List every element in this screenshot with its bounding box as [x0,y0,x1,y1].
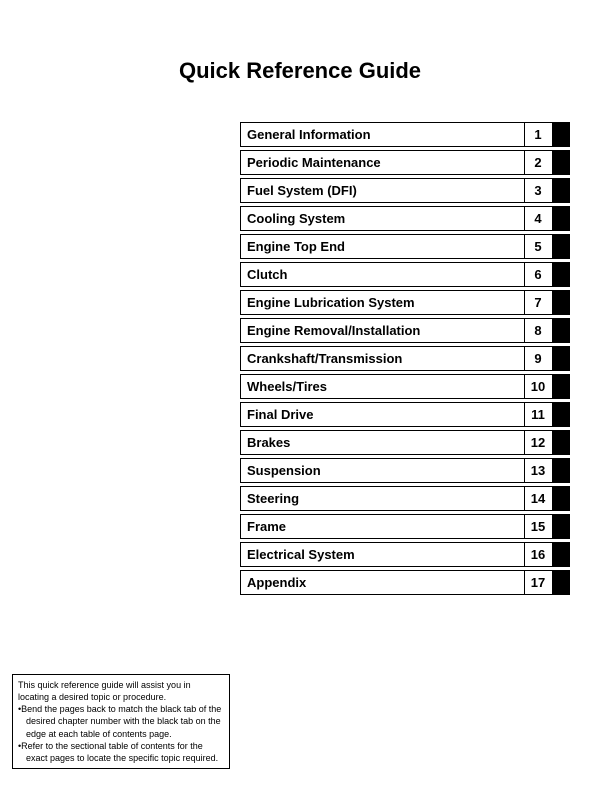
chapter-list: General Information 1 Periodic Maintenan… [240,122,570,595]
chapter-number: 8 [524,318,552,343]
chapter-number: 15 [524,514,552,539]
chapter-number: 17 [524,570,552,595]
chapter-tab [552,514,570,539]
chapter-row: Frame 15 [240,514,570,539]
chapter-row: Periodic Maintenance 2 [240,150,570,175]
help-bullet-1: •Bend the pages back to match the black … [18,703,224,739]
chapter-row: General Information 1 [240,122,570,147]
chapter-label: Engine Removal/Installation [240,318,525,343]
chapter-tab [552,430,570,455]
help-bullet-2: •Refer to the sectional table of content… [18,740,224,764]
chapter-label: Periodic Maintenance [240,150,525,175]
chapter-number: 4 [524,206,552,231]
chapter-label: Brakes [240,430,525,455]
chapter-number: 2 [524,150,552,175]
chapter-row: Brakes 12 [240,430,570,455]
chapter-label: Engine Top End [240,234,525,259]
help-box: This quick reference guide will assist y… [12,674,230,769]
chapter-label: Cooling System [240,206,525,231]
chapter-row: Cooling System 4 [240,206,570,231]
chapter-label: Final Drive [240,402,525,427]
chapter-row: Suspension 13 [240,458,570,483]
chapter-label: Engine Lubrication System [240,290,525,315]
chapter-label: Electrical System [240,542,525,567]
chapter-tab [552,374,570,399]
chapter-tab [552,542,570,567]
chapter-tab [552,402,570,427]
chapter-row: Final Drive 11 [240,402,570,427]
chapter-number: 11 [524,402,552,427]
chapter-label: Steering [240,486,525,511]
chapter-label: Crankshaft/Transmission [240,346,525,371]
chapter-row: Engine Lubrication System 7 [240,290,570,315]
chapter-number: 13 [524,458,552,483]
chapter-tab [552,234,570,259]
chapter-tab [552,290,570,315]
chapter-number: 14 [524,486,552,511]
chapter-row: Crankshaft/Transmission 9 [240,346,570,371]
chapter-label: Suspension [240,458,525,483]
chapter-number: 7 [524,290,552,315]
chapter-label: Appendix [240,570,525,595]
chapter-tab [552,318,570,343]
chapter-row: Appendix 17 [240,570,570,595]
chapter-tab [552,262,570,287]
chapter-number: 12 [524,430,552,455]
chapter-row: Engine Removal/Installation 8 [240,318,570,343]
chapter-row: Electrical System 16 [240,542,570,567]
chapter-tab [552,458,570,483]
chapter-number: 9 [524,346,552,371]
chapter-tab [552,486,570,511]
chapter-label: Fuel System (DFI) [240,178,525,203]
help-intro: This quick reference guide will assist y… [18,679,224,703]
chapter-number: 3 [524,178,552,203]
chapter-label: Wheels/Tires [240,374,525,399]
chapter-label: Clutch [240,262,525,287]
chapter-number: 1 [524,122,552,147]
chapter-number: 10 [524,374,552,399]
chapter-tab [552,122,570,147]
chapter-number: 5 [524,234,552,259]
chapter-tab [552,346,570,371]
chapter-tab [552,570,570,595]
chapter-number: 16 [524,542,552,567]
chapter-row: Wheels/Tires 10 [240,374,570,399]
chapter-row: Steering 14 [240,486,570,511]
chapter-row: Clutch 6 [240,262,570,287]
chapter-tab [552,178,570,203]
chapter-row: Engine Top End 5 [240,234,570,259]
chapter-row: Fuel System (DFI) 3 [240,178,570,203]
chapter-number: 6 [524,262,552,287]
chapter-tab [552,206,570,231]
chapter-tab [552,150,570,175]
page-title: Quick Reference Guide [0,0,600,114]
chapter-label: Frame [240,514,525,539]
chapter-label: General Information [240,122,525,147]
